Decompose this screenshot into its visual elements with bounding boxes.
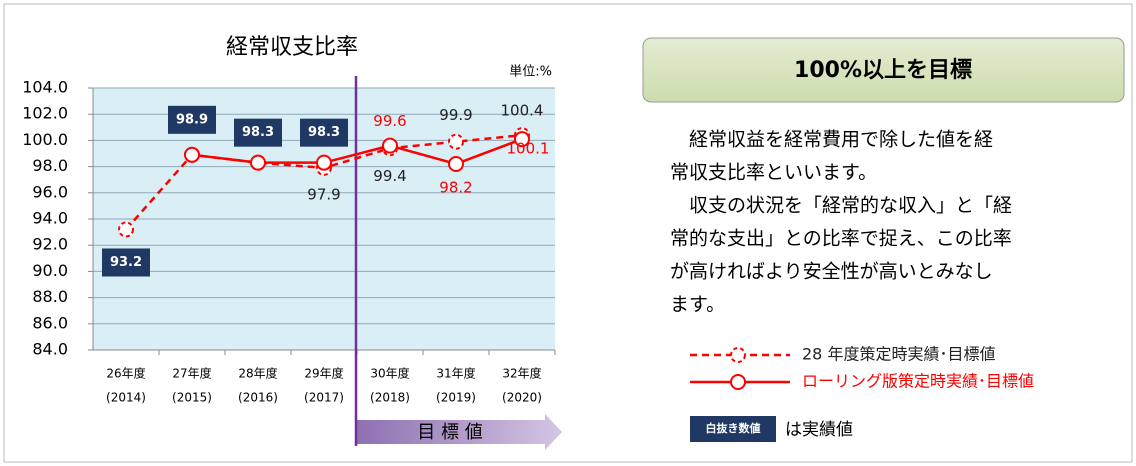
y-tick-label: 96.0 (32, 182, 68, 201)
value-box (102, 248, 150, 277)
paragraph-line: 常収支比率といいます。 (670, 162, 877, 184)
x-tick-label: 26年度 (106, 366, 145, 381)
value-label: 99.4 (373, 167, 406, 185)
heading: 100%以上を目標 (794, 58, 972, 83)
value-label: 98.3 (242, 125, 274, 140)
value-label: 98.2 (439, 178, 472, 196)
x-tick-year: (2020) (502, 391, 542, 405)
legend-label: ローリング版策定時実績･目標値 (802, 372, 1034, 391)
heading-box (642, 37, 1125, 103)
y-tick-label: 84.0 (32, 340, 68, 359)
x-tick-year: (2016) (238, 391, 278, 405)
legend-marker (730, 347, 746, 363)
x-tick-label: 31年度 (436, 366, 475, 381)
x-tick-label: 29年度 (304, 366, 343, 381)
value-box (300, 118, 348, 147)
x-tick-year: (2019) (436, 391, 476, 405)
x-tick-label: 28年度 (238, 366, 277, 381)
y-tick-label: 104.0 (22, 78, 68, 97)
x-tick-year: (2015) (172, 391, 212, 405)
paragraph-line: 収支の状況を「経常的な収入」と「経 (670, 195, 1012, 217)
value-label: 98.3 (308, 125, 340, 140)
y-tick-label: 102.0 (22, 104, 68, 123)
x-tick-year: (2018) (370, 391, 410, 405)
point (448, 155, 464, 172)
unit: 単位:% (509, 64, 552, 80)
paragraph-line: が高ければより安全性が高いとみなし (670, 261, 993, 283)
y-tick-label: 100.0 (22, 130, 68, 149)
value-label: 99.6 (373, 112, 406, 130)
point (382, 137, 398, 154)
target-label: 目 標 値 (417, 422, 482, 443)
note-box (690, 416, 776, 442)
value-label: 93.2 (110, 255, 142, 270)
x-tick-label: 27年度 (172, 366, 211, 381)
x-tick-year: (2017) (304, 391, 344, 405)
value-label: 100.1 (507, 140, 550, 158)
target-arrow (356, 414, 562, 450)
y-tick-label: 92.0 (32, 235, 68, 254)
paragraph-line: 常的な支出」との比率で捉え、この比率 (670, 228, 1012, 250)
value-box (168, 105, 216, 134)
value-box (234, 118, 282, 147)
series-line (191, 137, 523, 166)
value-label: 98.9 (176, 112, 208, 127)
y-tick-label: 86.0 (32, 313, 68, 332)
x-tick-label: 30年度 (370, 366, 409, 381)
point (184, 146, 200, 163)
chart-title: 経常収支比率 (226, 35, 358, 60)
point (514, 131, 530, 148)
legend-marker (730, 374, 746, 390)
legend-label: 28 年度策定時実績･目標値 (802, 345, 995, 364)
paragraph-line: ます。 (670, 294, 725, 316)
y-tick-label: 98.0 (32, 156, 68, 175)
y-tick-label: 90.0 (32, 261, 68, 280)
value-label: 99.9 (439, 106, 472, 124)
point (316, 154, 332, 171)
point (250, 154, 266, 171)
point (118, 221, 134, 238)
note-box-text: 白抜き数値 (706, 421, 761, 435)
note-text: は実績値 (785, 420, 853, 440)
value-label: 97.9 (307, 185, 340, 203)
y-tick-label: 94.0 (32, 209, 68, 228)
point (448, 133, 464, 150)
x-tick-label: 32年度 (502, 366, 541, 381)
y-tick-label: 88.0 (32, 287, 68, 306)
paragraph-line: 経常収益を経常費用で除した値を経 (670, 129, 993, 151)
value-label: 100.4 (501, 102, 544, 120)
x-tick-year: (2014) (106, 391, 146, 405)
